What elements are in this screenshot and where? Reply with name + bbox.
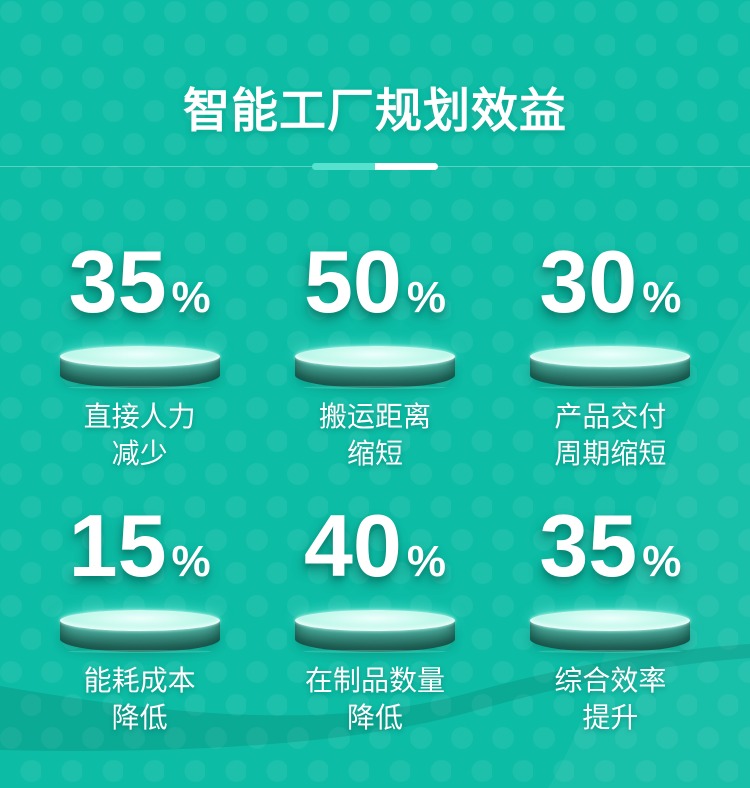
stat-number: 15 xyxy=(68,496,167,595)
stats-grid: 35% 直接人力 减少 50% 搬运距离 缩短 30% xyxy=(22,238,728,736)
stat-label: 在制品数量 降低 xyxy=(305,662,445,736)
stat-label: 直接人力 减少 xyxy=(84,398,196,472)
percent-sign: % xyxy=(642,537,682,586)
podium-disc-top xyxy=(530,346,691,367)
percent-sign: % xyxy=(642,273,682,322)
stat-card: 40% 在制品数量 降低 xyxy=(257,502,492,736)
accent-bar-teal-segment xyxy=(312,163,375,170)
stat-label-line1: 搬运距离 xyxy=(318,401,431,432)
stat-label-line2: 周期缩短 xyxy=(554,438,667,469)
stat-card: 50% 搬运距离 缩短 xyxy=(257,238,492,472)
stat-label-line2: 减少 xyxy=(111,438,168,469)
stat-number: 35 xyxy=(68,232,167,331)
stat-label-line2: 降低 xyxy=(346,702,403,733)
podium-disc-top xyxy=(59,610,220,631)
podium-disc xyxy=(294,346,455,390)
podium-disc xyxy=(59,346,220,390)
page-title: 智能工厂规划效益 xyxy=(183,84,567,137)
stat-value: 35% xyxy=(69,238,211,342)
podium-disc-top xyxy=(294,346,455,367)
podium-disc xyxy=(294,610,455,654)
stat-label-line2: 降低 xyxy=(111,702,168,733)
podium-disc xyxy=(59,610,220,654)
podium-disc xyxy=(530,346,691,390)
percent-sign: % xyxy=(406,537,446,586)
stat-value: 40% xyxy=(304,502,446,606)
stat-card: 15% 能耗成本 降低 xyxy=(22,502,257,736)
stat-label: 搬运距离 缩短 xyxy=(319,398,431,472)
stat-card: 35% 综合效率 提升 xyxy=(493,502,728,736)
stat-label-line1: 能耗成本 xyxy=(83,665,196,696)
title-underline xyxy=(0,163,750,170)
stat-value: 35% xyxy=(539,502,681,606)
stat-label-line2: 提升 xyxy=(582,702,639,733)
percent-sign: % xyxy=(406,273,446,322)
infographic: 智能工厂规划效益 35% 直接人力 减少 50% 搬运距离 缩 xyxy=(0,84,750,736)
accent-bar-white-segment xyxy=(375,163,438,170)
stat-number: 50 xyxy=(303,232,402,331)
stat-label-line2: 缩短 xyxy=(346,438,403,469)
stat-value: 30% xyxy=(539,238,681,342)
title-accent-bar xyxy=(312,163,438,170)
stat-label-line1: 在制品数量 xyxy=(304,665,445,696)
stat-label: 综合效率 提升 xyxy=(554,662,666,736)
podium-disc-top xyxy=(294,610,455,631)
stat-label-line1: 直接人力 xyxy=(83,401,196,432)
stat-card: 30% 产品交付 周期缩短 xyxy=(493,238,728,472)
podium-disc xyxy=(530,610,691,654)
stat-label-line1: 综合效率 xyxy=(554,665,667,696)
stat-number: 35 xyxy=(539,496,638,595)
stat-label: 能耗成本 降低 xyxy=(84,662,196,736)
stat-value: 15% xyxy=(69,502,211,606)
stat-label: 产品交付 周期缩短 xyxy=(554,398,666,472)
stat-number: 40 xyxy=(303,496,402,595)
percent-sign: % xyxy=(171,537,211,586)
podium-disc-top xyxy=(530,610,691,631)
stat-card: 35% 直接人力 减少 xyxy=(22,238,257,472)
stat-number: 30 xyxy=(539,232,638,331)
stat-value: 50% xyxy=(304,238,446,342)
percent-sign: % xyxy=(171,273,211,322)
podium-disc-top xyxy=(59,346,220,367)
stat-label-line1: 产品交付 xyxy=(554,401,667,432)
